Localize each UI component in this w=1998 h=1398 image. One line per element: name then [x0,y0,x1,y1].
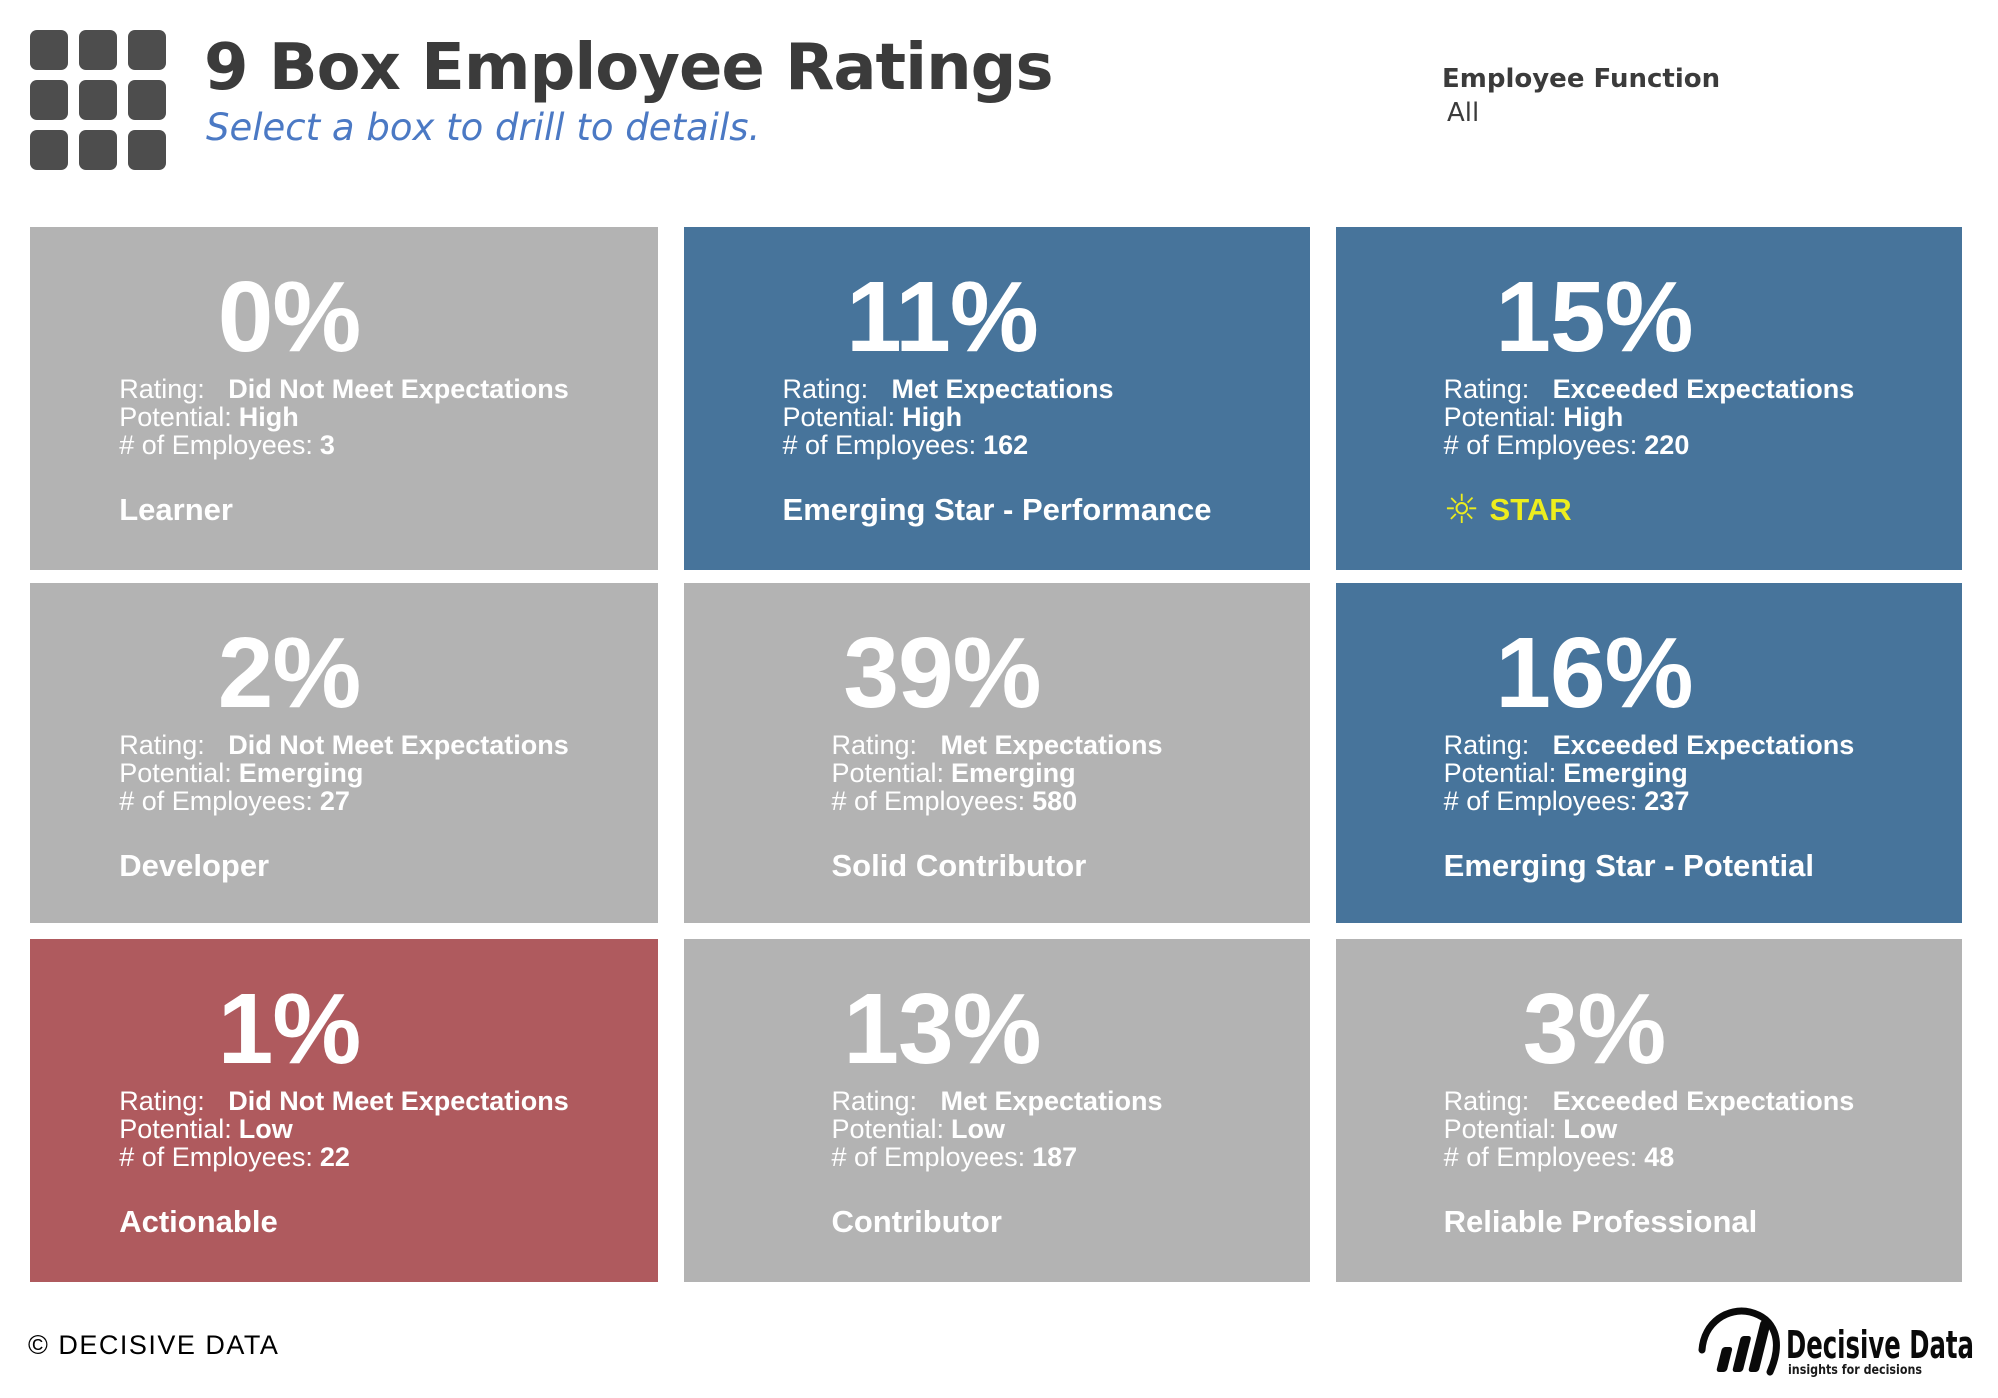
employees-line: # of Employees: 580 [831,786,1078,816]
logo-tagline: insights for decisions [1788,1363,1922,1378]
box-contributor[interactable]: 13% Rating: Met Expectations Potential: Lo… [684,939,1310,1282]
box-label: ☼ STAR [1443,487,1572,533]
percent-value: 1% [217,973,362,1085]
box-label: ☼Solid Contributor [831,848,1087,883]
box-emerging-star-performance[interactable]: 11% Rating: Met Expectations Potential: Hi… [684,227,1310,570]
rating-line: Rating: Did Not Meet Expectations [119,374,569,404]
employees-line: # of Employees: 48 [1443,1142,1675,1172]
box-label: ☼Emerging Star - Potential [1443,848,1815,883]
potential-line: Potential: Emerging [119,758,364,788]
rating-line: Rating: Exceeded Expectations [1443,730,1855,760]
box-reliable-professional[interactable]: 3% Rating: Exceeded Expectations Potentia… [1336,939,1962,1282]
box-label: ☼Developer [119,848,270,883]
employees-line: # of Employees: 3 [119,430,335,460]
percent-value: 16% [1495,617,1693,729]
page-subtitle: Select a box to drill to details. [206,106,761,149]
rating-line: Rating: Met Expectations [831,730,1163,760]
page-title: 9 Box Employee Ratings [204,31,1054,105]
rating-line: Rating: Exceeded Expectations [1443,374,1855,404]
percent-value: 2% [217,617,362,729]
box-label: ☼Learner [119,492,233,527]
rating-line: Rating: Met Expectations [831,1086,1163,1116]
potential-line: Potential: Emerging [831,758,1076,788]
box-label: ☼Contributor [831,1204,1002,1239]
percent-value: 0% [217,261,362,373]
percent-value: 11% [846,261,1039,373]
potential-line: Potential: Low [831,1114,1006,1144]
employee-function-filter-value[interactable]: All [1447,98,1480,128]
decisive-data-logo: Decisive Data insights for decisions [1698,1307,1974,1378]
box-label: ☼Emerging Star - Performance [782,492,1212,527]
employees-line: # of Employees: 220 [1443,430,1690,460]
potential-line: Potential: High [119,402,299,432]
employees-line: # of Employees: 187 [831,1142,1078,1172]
rating-line: Rating: Did Not Meet Expectations [119,730,569,760]
rating-line: Rating: Did Not Meet Expectations [119,1086,569,1116]
box-learner[interactable]: 0% Rating: Did Not Meet Expectations Pote… [30,227,658,570]
box-label: ☼Actionable [119,1204,278,1239]
box-star[interactable]: 15% Rating: Exceeded Expectations Potenti… [1336,227,1962,570]
box-developer[interactable]: 2% Rating: Did Not Meet Expectations Pote… [30,583,658,923]
employee-function-filter-label: Employee Function [1442,64,1721,94]
employees-line: # of Employees: 22 [119,1142,350,1172]
sun-star-icon: ☼ [1443,487,1480,533]
rating-line: Rating: Exceeded Expectations [1443,1086,1855,1116]
potential-line: Potential: Low [119,1114,293,1144]
logo-bars-icon [1716,1320,1771,1372]
percent-value: 15% [1495,261,1693,373]
percent-value: 3% [1522,973,1667,1085]
percent-value: 39% [843,617,1041,729]
copyright-text: © DECISIVE DATA [28,1330,280,1360]
employees-line: # of Employees: 237 [1443,786,1690,816]
logo-wordmark: Decisive Data [1786,1323,1974,1367]
percent-value: 13% [843,973,1041,1085]
potential-line: Potential: High [1443,402,1624,432]
grid-logo-icon [30,30,166,170]
box-emerging-star-potential[interactable]: 16% Rating: Exceeded Expectations Potenti… [1336,583,1962,923]
potential-line: Potential: Low [1443,1114,1618,1144]
employees-line: # of Employees: 27 [119,786,350,816]
box-actionable[interactable]: 1% Rating: Did Not Meet Expectations Pote… [30,939,658,1282]
rating-line: Rating: Met Expectations [782,374,1114,404]
potential-line: Potential: Emerging [1443,758,1688,788]
box-label: ☼Reliable Professional [1443,1204,1758,1239]
potential-line: Potential: High [782,402,963,432]
employees-line: # of Employees: 162 [782,430,1029,460]
logo-swoosh-icon [1698,1307,1780,1376]
box-solid-contributor[interactable]: 39% Rating: Met Expectations Potential: Em… [684,583,1310,923]
